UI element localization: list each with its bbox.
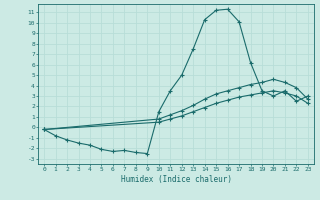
X-axis label: Humidex (Indice chaleur): Humidex (Indice chaleur) <box>121 175 231 184</box>
